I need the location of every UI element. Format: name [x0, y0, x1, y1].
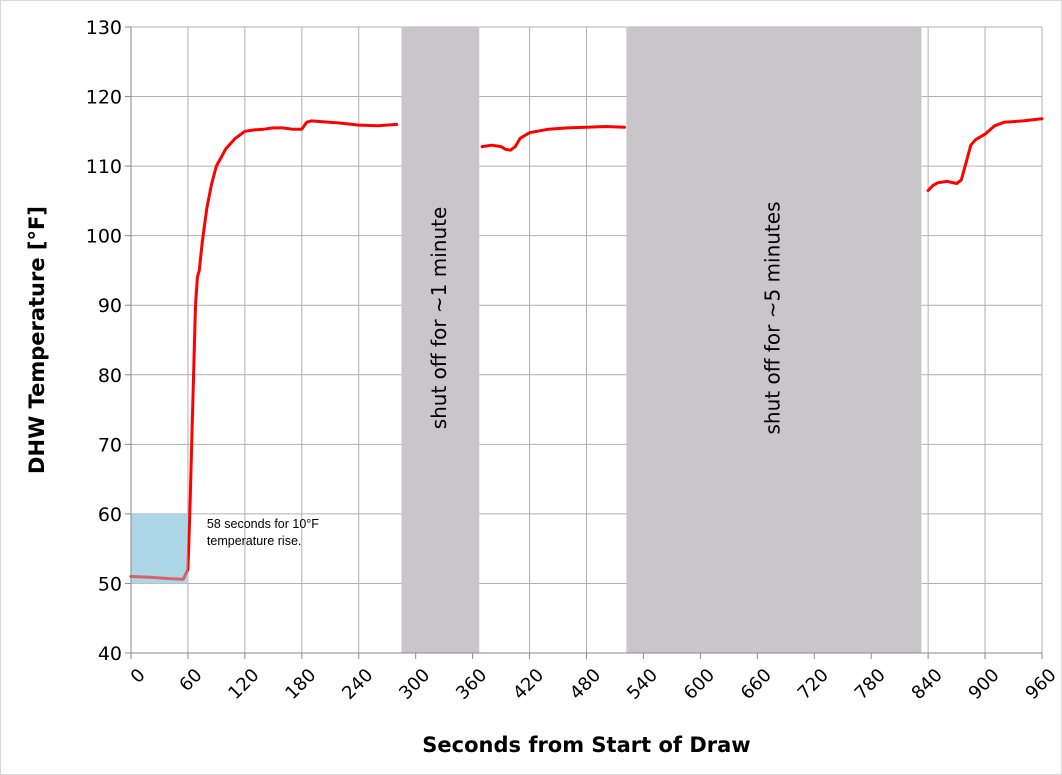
- highlight-overlay: [131, 513, 188, 584]
- axes: [125, 26, 1043, 659]
- y-tick-label: 60: [98, 504, 122, 526]
- y-tick-label: 90: [98, 295, 122, 317]
- shaded-region: [401, 27, 480, 653]
- series-line-segment: [926, 117, 1044, 192]
- y-axis-title: DHW Temperature [°F]: [25, 206, 49, 474]
- series-line-segment: [480, 125, 626, 152]
- y-tick-label: 50: [98, 573, 122, 595]
- shaded-region-label: shut off for ~1 minute: [427, 207, 451, 430]
- series-lines: [129, 117, 1044, 584]
- y-tick-label: 40: [98, 643, 122, 665]
- x-axis-title: Seconds from Start of Draw: [422, 733, 750, 757]
- annotation-line-2: temperature rise.: [207, 534, 301, 548]
- shaded-region-label: shut off for ~5 minutes: [760, 202, 784, 435]
- y-tick-label: 100: [86, 226, 122, 248]
- series-line-segment: [129, 119, 399, 581]
- y-tick-label: 120: [86, 87, 122, 109]
- shaded-region: [626, 27, 922, 653]
- y-tick-label: 130: [86, 17, 122, 39]
- y-tick-label: 70: [98, 434, 122, 456]
- y-tick-label: 110: [86, 156, 122, 178]
- shaded-region: [131, 513, 188, 584]
- y-tick-label: 80: [98, 365, 122, 387]
- shaded-regions: shut off for ~1 minute shut off for ~5 mi…: [131, 27, 922, 653]
- annotation-line-1: 58 seconds for 10°F: [207, 517, 319, 531]
